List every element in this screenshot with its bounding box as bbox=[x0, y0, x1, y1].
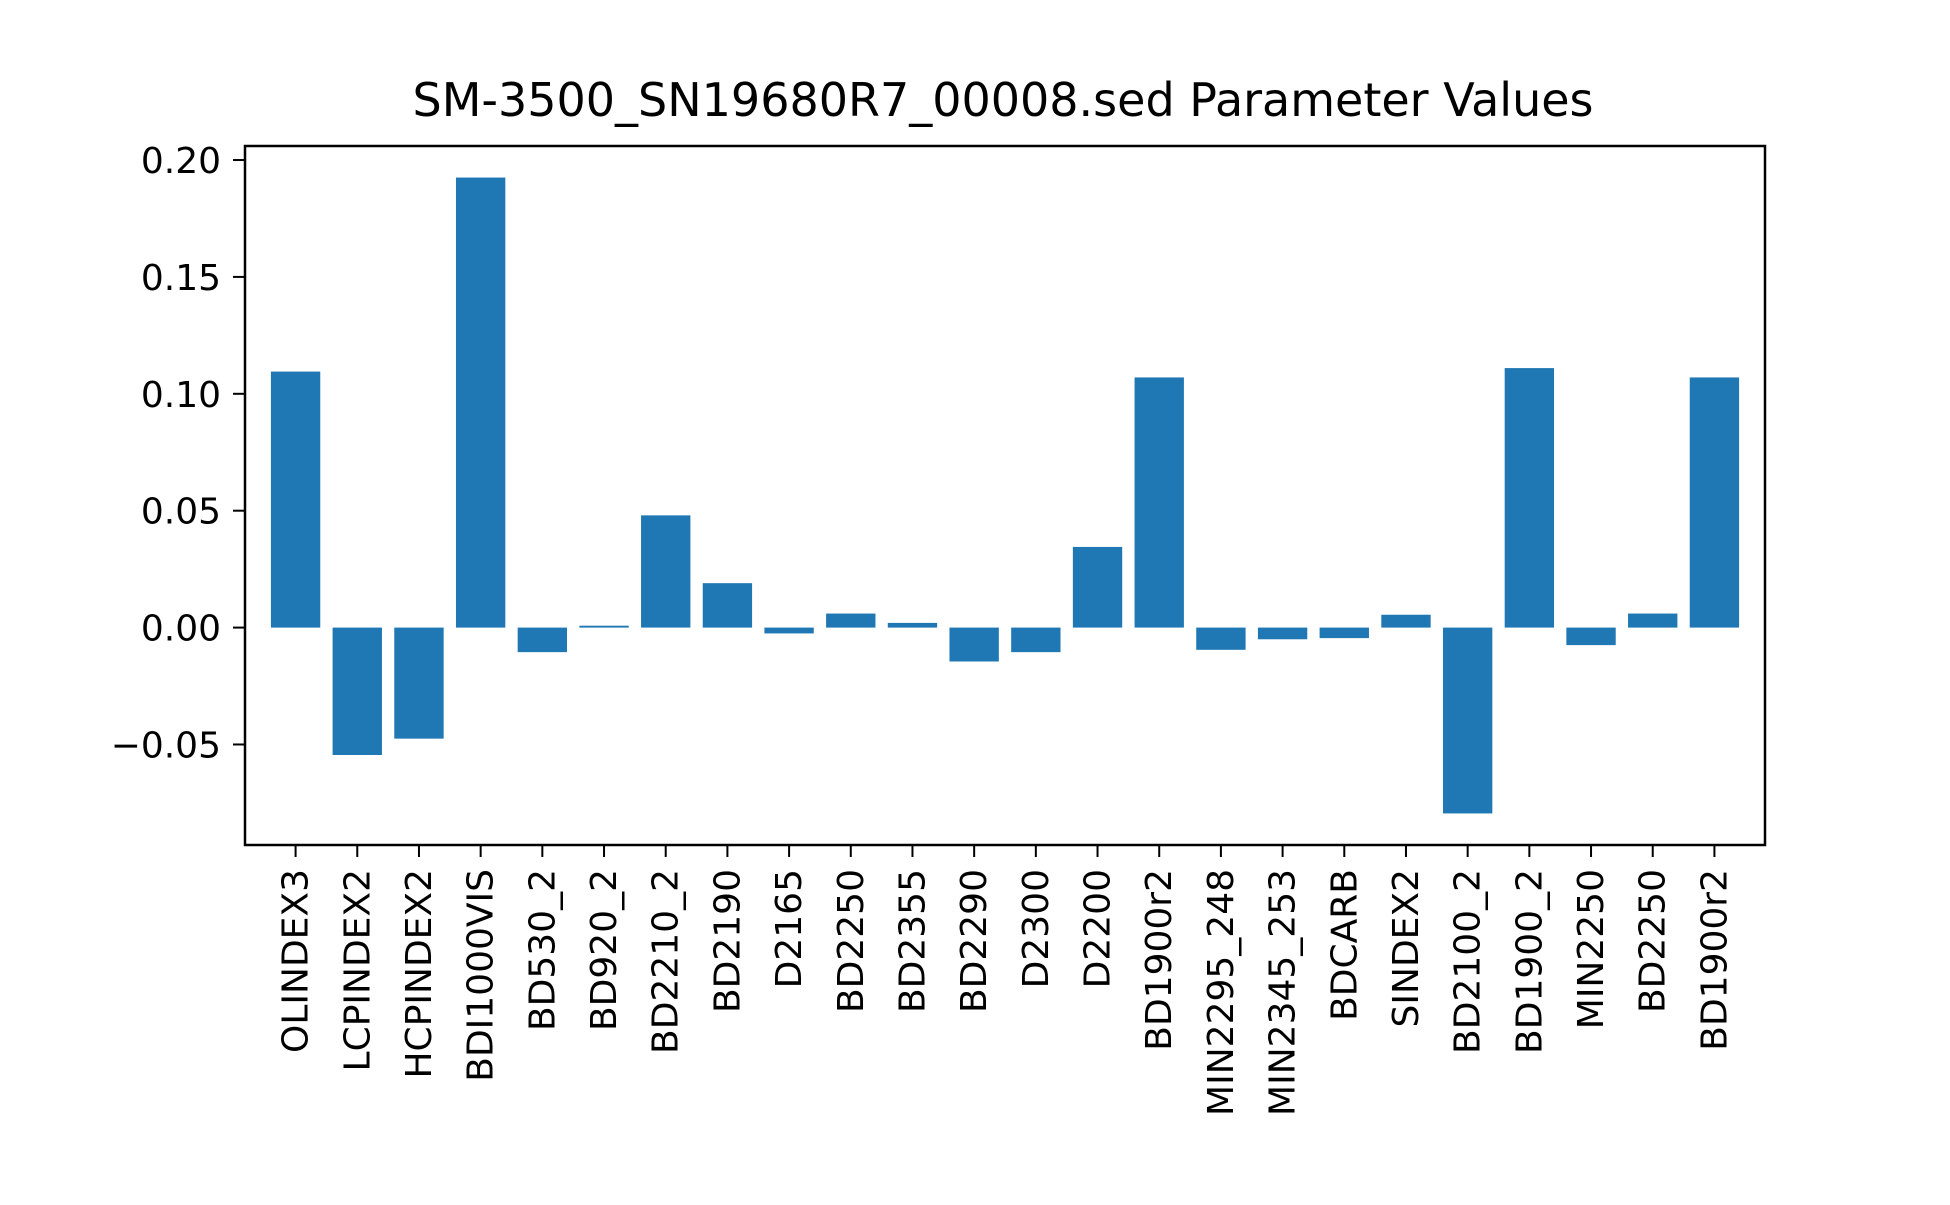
bar-bd2210_2 bbox=[641, 515, 691, 628]
x-tick-label: D2165 bbox=[769, 869, 810, 988]
bar-min2345_253 bbox=[1257, 627, 1308, 640]
x-tick-label: BD2250 bbox=[831, 869, 872, 1013]
x-tick-label: MIN2345_253 bbox=[1263, 869, 1304, 1116]
y-tick-label: 0.10 bbox=[141, 375, 221, 416]
x-tick-label: BD2355 bbox=[892, 869, 933, 1013]
bar-lcpindex2 bbox=[332, 627, 382, 755]
bar-d2300 bbox=[1011, 627, 1061, 653]
x-tick-label: D2300 bbox=[1016, 869, 1057, 988]
bar-bd2190 bbox=[702, 583, 753, 628]
bar-bd1900r2 bbox=[1134, 377, 1184, 628]
bar-bd2100_2 bbox=[1442, 627, 1493, 814]
bar-sindex2 bbox=[1381, 614, 1431, 628]
bar-min2250 bbox=[1566, 627, 1616, 646]
y-axis: −0.05 0.00 0.05 0.10 0.15 0.20 bbox=[111, 141, 245, 766]
y-tick-label: 0.15 bbox=[141, 258, 221, 299]
x-tick-label: BD2250 bbox=[1633, 869, 1674, 1013]
bar-bd530_2 bbox=[517, 627, 568, 653]
bars bbox=[270, 177, 1740, 814]
y-tick-label: −0.05 bbox=[111, 725, 221, 766]
x-tick-label: LCPINDEX2 bbox=[337, 869, 378, 1071]
bar-d2165 bbox=[764, 627, 814, 634]
bar-bd1900_2 bbox=[1504, 368, 1555, 628]
x-tick-label: D2200 bbox=[1078, 869, 1119, 988]
bar-bd2250 bbox=[1628, 613, 1678, 628]
chart-title: SM-3500_SN19680R7_00008.sed Parameter Va… bbox=[413, 73, 1594, 127]
y-tick-label: 0.05 bbox=[141, 492, 221, 533]
x-tick-label: BDCARB bbox=[1324, 869, 1365, 1021]
x-tick-label: HCPINDEX2 bbox=[399, 869, 440, 1079]
bar-hcpindex2 bbox=[394, 627, 444, 739]
x-tick-label: BD2210_2 bbox=[646, 869, 687, 1054]
x-tick-label: MIN2295_248 bbox=[1201, 869, 1242, 1116]
x-tick-label: BDI1000VIS bbox=[461, 869, 502, 1082]
x-tick-label: SINDEX2 bbox=[1386, 869, 1427, 1027]
bar-olindex3 bbox=[270, 371, 321, 628]
bar-bd2250 bbox=[826, 613, 876, 628]
bar-bd920_2 bbox=[579, 625, 629, 628]
x-tick-label: BD530_2 bbox=[522, 869, 563, 1031]
bar-bd2290 bbox=[949, 627, 999, 662]
bar-min2295_248 bbox=[1196, 627, 1246, 650]
x-tick-label: OLINDEX3 bbox=[276, 869, 317, 1053]
bar-bd2355 bbox=[887, 622, 938, 628]
bar-bd1900r2 bbox=[1689, 377, 1740, 628]
x-tick-label: BD920_2 bbox=[584, 869, 625, 1031]
x-tick-label: BD1900r2 bbox=[1694, 869, 1735, 1051]
x-tick-label: MIN2250 bbox=[1571, 869, 1612, 1029]
plot-frame bbox=[243, 144, 1767, 847]
x-tick-label: BD2290 bbox=[954, 869, 995, 1013]
y-tick-label: 0.00 bbox=[141, 609, 221, 650]
x-tick-label: BD1900_2 bbox=[1509, 869, 1550, 1054]
bar-d2200 bbox=[1072, 546, 1123, 628]
x-tick-label: BD2100_2 bbox=[1448, 869, 1489, 1054]
x-axis: OLINDEX3 LCPINDEX2 HCPINDEX2 BDI1000VIS BD53… bbox=[276, 845, 1735, 1116]
bar-bdi1000vis bbox=[455, 177, 506, 628]
bar-bdcarb bbox=[1319, 627, 1369, 639]
x-tick-label: BD1900r2 bbox=[1139, 869, 1180, 1051]
y-tick-label: 0.20 bbox=[141, 141, 221, 182]
x-tick-label: BD2190 bbox=[707, 869, 748, 1013]
